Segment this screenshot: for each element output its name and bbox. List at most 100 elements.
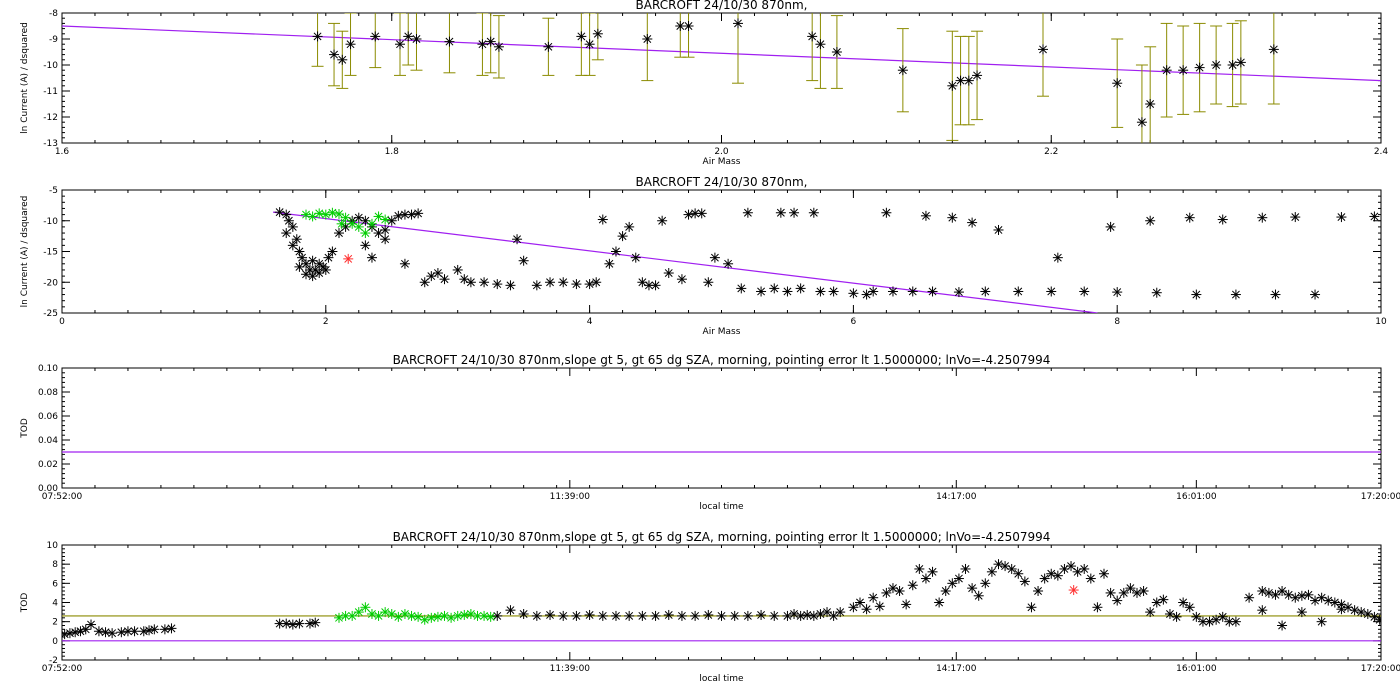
data-point-black [129,626,140,637]
data-point-black [637,277,648,288]
data-point-black [1257,212,1268,223]
data-point-green [446,612,457,623]
data-point-green [380,214,391,225]
data-point-black [696,208,707,219]
data-point-black [1099,568,1110,579]
data-point-black [742,207,753,218]
data-point-black [1369,211,1380,222]
data-point-black [1092,602,1103,613]
data-point-black [868,286,879,297]
data-point-green [485,611,496,622]
data-point [807,31,818,42]
y-tick-label: -9 [49,35,58,45]
x-axis-label: Air Mass [703,327,741,337]
data-point-black [314,258,325,269]
data-point [345,39,356,50]
y-tick-label: -2 [49,656,58,666]
data-point-green [366,609,377,619]
data-point-black [505,280,516,291]
data-point-black [531,280,542,291]
y-tick-label: 0.00 [38,484,58,494]
data-point-black [1184,212,1195,223]
y-tick-label: 0.10 [38,364,58,374]
data-point-black [676,274,687,285]
data-point-black [1296,590,1307,601]
plot-frame [61,367,1382,489]
data-point-black [304,618,315,629]
y-tick-label: 0.04 [38,436,58,446]
data-point-black [1118,587,1129,598]
data-point-black [287,619,298,630]
data-point-black [1013,286,1024,297]
data-point-black [531,610,542,621]
data-point-black [604,258,615,269]
data-point-black [386,215,397,226]
data-point [1145,99,1156,109]
data-point-black [1066,561,1077,572]
data-point-black [1217,214,1228,225]
data-point-black [281,618,292,629]
data-point-black [545,277,556,288]
data-point-black [1244,592,1255,603]
data-point-black [927,566,938,577]
data-point [1211,60,1222,70]
data-point [963,75,974,86]
data-point-black [287,221,298,232]
data-point-black [366,252,377,263]
data-point [1227,60,1238,70]
data-point-black [1052,252,1063,263]
data-point-black [986,566,997,577]
data-point-black [874,601,885,612]
y-axis-label: TOD [20,593,30,614]
x-tick-label: 6 [851,317,857,327]
data-point-black [1112,287,1123,298]
data-point-black [789,609,800,619]
data-point-black [769,610,780,621]
data-point-black [1085,573,1096,584]
data-point-black [1191,289,1202,300]
data-point-black [93,626,104,637]
plot-area [272,207,1380,313]
data-point-black [149,624,160,635]
data-point-black [64,628,75,639]
y-tick-label: -10 [43,217,58,227]
data-point-black [1316,616,1327,627]
data-point-black [380,234,391,245]
data-point-black [62,629,70,640]
data-point-black [947,578,958,589]
data-point [675,21,686,31]
y-tick-label: -5 [49,186,58,196]
data-point-black [756,609,767,620]
data-point-black [492,610,503,621]
data-point-black [80,624,91,635]
data-point-black [1270,289,1281,300]
data-point-black [1033,586,1044,596]
data-point-red [1068,585,1079,596]
x-tick-label: 11:39:00 [550,664,591,674]
data-point [403,31,414,42]
chart-panel-2: BARCROFT 24/10/30 870nm, 0 2 4 6 8 10 -25 -20 -15… [20,175,1387,337]
x-axis-label: Air Mass [703,157,741,167]
data-point-black [716,610,727,621]
data-point-black [676,610,687,621]
y-tick-label: -10 [43,61,58,71]
fit-line [272,211,1098,313]
data-point-black [789,207,800,218]
data-point-black [1191,611,1202,622]
chart-title: BARCROFT 24/10/30 870nm, [636,0,808,12]
data-point-black [703,277,714,288]
data-point-black [1131,587,1142,598]
data-point-green [479,610,490,621]
x-tick-label: 16:01:00 [1176,492,1217,502]
data-point-black [1171,611,1182,622]
data-point-black [887,286,898,297]
data-point-black [301,269,312,280]
y-tick-label: -8 [49,9,58,19]
data-point-black [283,215,294,226]
data-point-black [1019,576,1030,587]
data-point-green [380,607,391,618]
data-point-black [795,283,806,294]
y-tick-label: 8 [52,560,58,570]
data-point [732,18,743,29]
